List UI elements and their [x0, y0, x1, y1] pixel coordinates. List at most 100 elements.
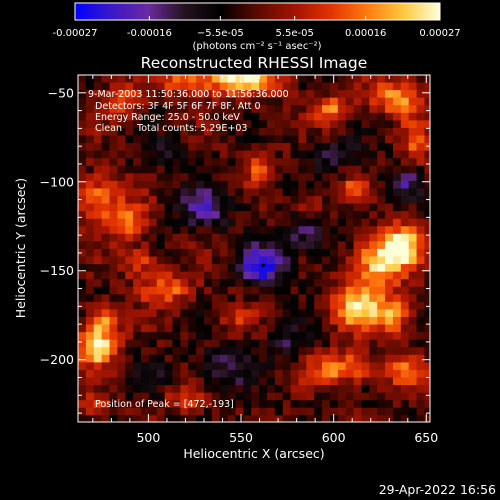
heatmap-cell	[290, 120, 300, 129]
heatmap-cell	[274, 294, 284, 303]
heatmap-cell	[266, 324, 276, 333]
heatmap-cell	[140, 218, 150, 227]
y-axis-label: Heliocentric Y (arcsec)	[13, 178, 28, 318]
heatmap-cell	[345, 271, 355, 280]
heatmap-cell	[329, 226, 339, 235]
heatmap-cell	[196, 226, 205, 235]
heatmap-cell	[424, 407, 430, 416]
heatmap-cell	[133, 415, 142, 422]
heatmap-cell	[400, 135, 410, 144]
heatmap-cell	[117, 271, 126, 280]
heatmap-cell	[274, 248, 284, 258]
heatmap-cell	[432, 204, 440, 212]
heatmap-cell	[101, 241, 111, 250]
heatmap-cell	[298, 354, 307, 363]
heatmap-cell	[188, 301, 197, 311]
heatmap-cell	[400, 339, 410, 348]
heatmap-cell	[282, 120, 292, 129]
heatmap-cell	[306, 150, 315, 159]
heatmap-cell	[337, 317, 347, 326]
heatmap-cell	[188, 203, 197, 212]
heatmap-cell	[188, 385, 197, 394]
heatmap-cell	[400, 196, 410, 205]
heatmap-cell	[361, 90, 370, 99]
heatmap-cell	[172, 90, 181, 99]
heatmap-cell	[93, 82, 103, 91]
heatmap-cell	[408, 241, 418, 250]
heatmap-cell	[392, 165, 402, 174]
heatmap-cell	[314, 279, 323, 288]
heatmap-cell	[148, 105, 158, 114]
heatmap-cell	[345, 407, 355, 416]
heatmap-cell	[259, 105, 268, 114]
heatmap-cell	[133, 196, 142, 205]
heatmap-cell	[133, 256, 142, 265]
heatmap-cell	[188, 105, 197, 114]
heatmap-cell	[109, 105, 118, 114]
heatmap-cell	[377, 173, 386, 182]
heatmap-cell	[78, 90, 87, 99]
heatmap-cell	[235, 105, 244, 114]
heatmap-cell	[188, 294, 197, 303]
heatmap-cell	[408, 180, 418, 190]
heatmap-cell	[282, 286, 292, 295]
heatmap-cell	[125, 158, 134, 167]
heatmap-cell	[109, 158, 118, 167]
heatmap-cell	[345, 226, 355, 235]
heatmap-cell	[337, 127, 347, 137]
heatmap-cell	[235, 317, 244, 326]
heatmap-cell	[266, 143, 276, 152]
heatmap-cell	[93, 324, 103, 333]
heatmap-cell	[314, 226, 323, 235]
heatmap-cell	[203, 377, 213, 386]
heatmap-cell	[408, 173, 418, 182]
heatmap-cell	[148, 369, 158, 379]
heatmap-cell	[329, 180, 339, 190]
heatmap-cell	[251, 211, 260, 220]
heatmap-cell	[219, 188, 229, 197]
heatmap-cell	[322, 143, 331, 152]
heatmap-cell	[85, 362, 95, 371]
heatmap-cell	[125, 233, 134, 242]
heatmap-cell	[203, 203, 213, 212]
heatmap-cell	[377, 233, 386, 242]
heatmap-cell	[369, 150, 378, 159]
heatmap-cell	[416, 286, 426, 295]
heatmap-cell	[400, 362, 410, 371]
heatmap-cell	[101, 180, 111, 190]
heatmap-cell	[329, 400, 339, 409]
heatmap-cell	[172, 233, 181, 242]
heatmap-cell	[164, 309, 174, 318]
heatmap-cell	[345, 150, 355, 159]
heatmap-cell	[219, 75, 229, 84]
heatmap-cell	[266, 97, 276, 106]
heatmap-cell	[361, 415, 370, 422]
heatmap-cell	[353, 196, 363, 205]
heatmap-cell	[172, 203, 181, 212]
heatmap-cell	[290, 392, 300, 401]
heatmap-cell	[275, 423, 283, 431]
heatmap-cell	[337, 211, 347, 220]
heatmap-cell	[117, 112, 126, 121]
heatmap-cell	[369, 105, 378, 114]
heatmap-cell	[424, 309, 430, 318]
heatmap-cell	[109, 150, 118, 159]
heatmap-cell	[369, 158, 378, 167]
heatmap-cell	[385, 347, 394, 356]
heatmap-cell	[188, 180, 197, 190]
heatmap-cell	[109, 173, 118, 182]
heatmap-cell	[392, 377, 402, 386]
heatmap-cell	[266, 105, 276, 114]
heatmap-cell	[314, 377, 323, 386]
heatmap-cell	[188, 279, 197, 288]
heatmap-cell	[392, 392, 402, 401]
heatmap-cell	[203, 158, 213, 167]
heatmap-cell	[345, 301, 355, 311]
heatmap-cell	[361, 165, 370, 174]
heatmap-cell	[392, 211, 402, 220]
heatmap-cell	[164, 294, 174, 303]
heatmap-cell	[196, 362, 205, 371]
heatmap-cell	[282, 332, 292, 341]
heatmap-cell	[235, 143, 244, 152]
heatmap-cell	[337, 173, 347, 182]
